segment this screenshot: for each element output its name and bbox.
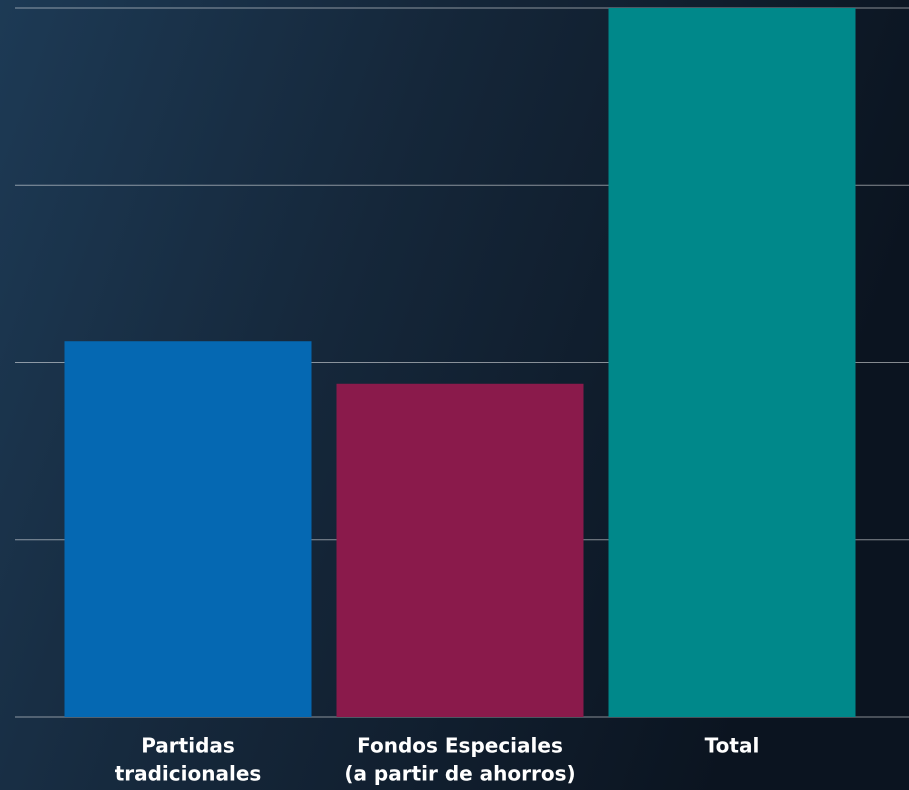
x-tick-label: Partidas [141,734,235,758]
x-tick-label: Fondos Especiales [357,734,563,758]
x-tick-label: Total [705,734,760,758]
bar [337,384,584,717]
x-tick-label: tradicionales [115,762,262,786]
x-tick-label: (a partir de ahorros) [344,762,575,786]
bar [609,8,856,717]
bar [65,341,312,717]
chart: Partidas tradicionales Fondos Especiales (a… [0,0,909,790]
